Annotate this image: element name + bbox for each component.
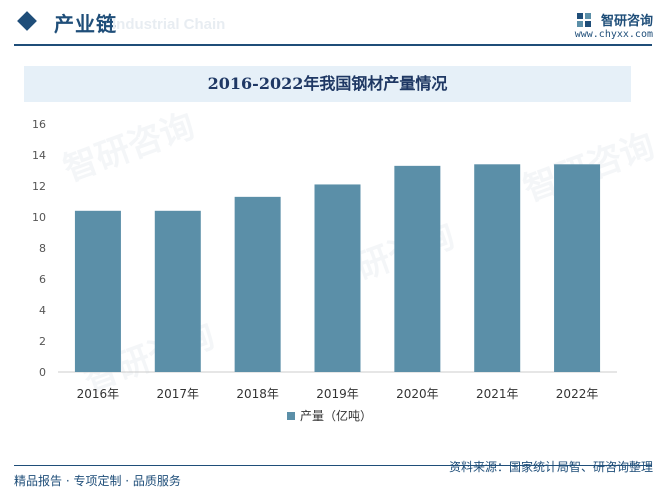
footer-slogan: 精品报告 · 专项定制 · 品质服务 (14, 474, 181, 488)
x-tick-label: 2022年 (556, 387, 599, 401)
section-subtitle: Industrial Chain (112, 16, 226, 33)
y-tick-label: 4 (39, 304, 46, 317)
x-tick-label: 2017年 (157, 387, 200, 401)
chart-title-band: 2016-2022年我国钢材产量情况 (24, 66, 631, 102)
y-tick-label: 14 (32, 149, 46, 162)
x-tick-label: 2019年 (316, 387, 359, 401)
y-tick-label: 2 (39, 335, 46, 348)
y-tick-label: 0 (39, 366, 46, 379)
footer-divider (14, 465, 652, 466)
legend-swatch (287, 412, 295, 420)
header-divider (14, 44, 652, 46)
y-tick-label: 12 (32, 180, 46, 193)
y-tick-label: 8 (39, 242, 46, 255)
brand: 智研咨询 (576, 9, 653, 29)
bar (74, 210, 121, 372)
x-tick-label: 2016年 (77, 387, 120, 401)
y-tick-label: 10 (32, 211, 46, 224)
bar-chart: 0 2 4 6 8 10 12 14 16 2016年 2017年 2018年 2019年 2020年 20… (32, 118, 617, 423)
x-tick-label: 2020年 (396, 387, 439, 401)
bar (154, 210, 201, 372)
section-title: 产业链 (54, 12, 117, 36)
data-source: 资料来源：国家统计局智、研咨询整理 (448, 460, 653, 474)
x-tick-label: 2018年 (236, 387, 279, 401)
bar (314, 184, 361, 372)
bar (554, 164, 601, 372)
y-tick-label: 16 (32, 118, 46, 131)
page-header: 产业链 Industrial Chain 智研咨询 www.chyxx.com (0, 0, 667, 48)
bar (474, 164, 521, 372)
chart-title: 2016-2022年我国钢材产量情况 (207, 74, 448, 93)
bar (394, 165, 441, 372)
bar (234, 196, 281, 372)
diamond-icon (17, 11, 37, 31)
brand-url: www.chyxx.com (574, 29, 653, 40)
brand-logo-icon (576, 12, 591, 27)
y-tick-label: 6 (39, 273, 46, 286)
x-tick-label: 2021年 (476, 387, 519, 401)
brand-name: 智研咨询 (600, 14, 653, 29)
legend-label: 产量（亿吨） (300, 408, 372, 423)
